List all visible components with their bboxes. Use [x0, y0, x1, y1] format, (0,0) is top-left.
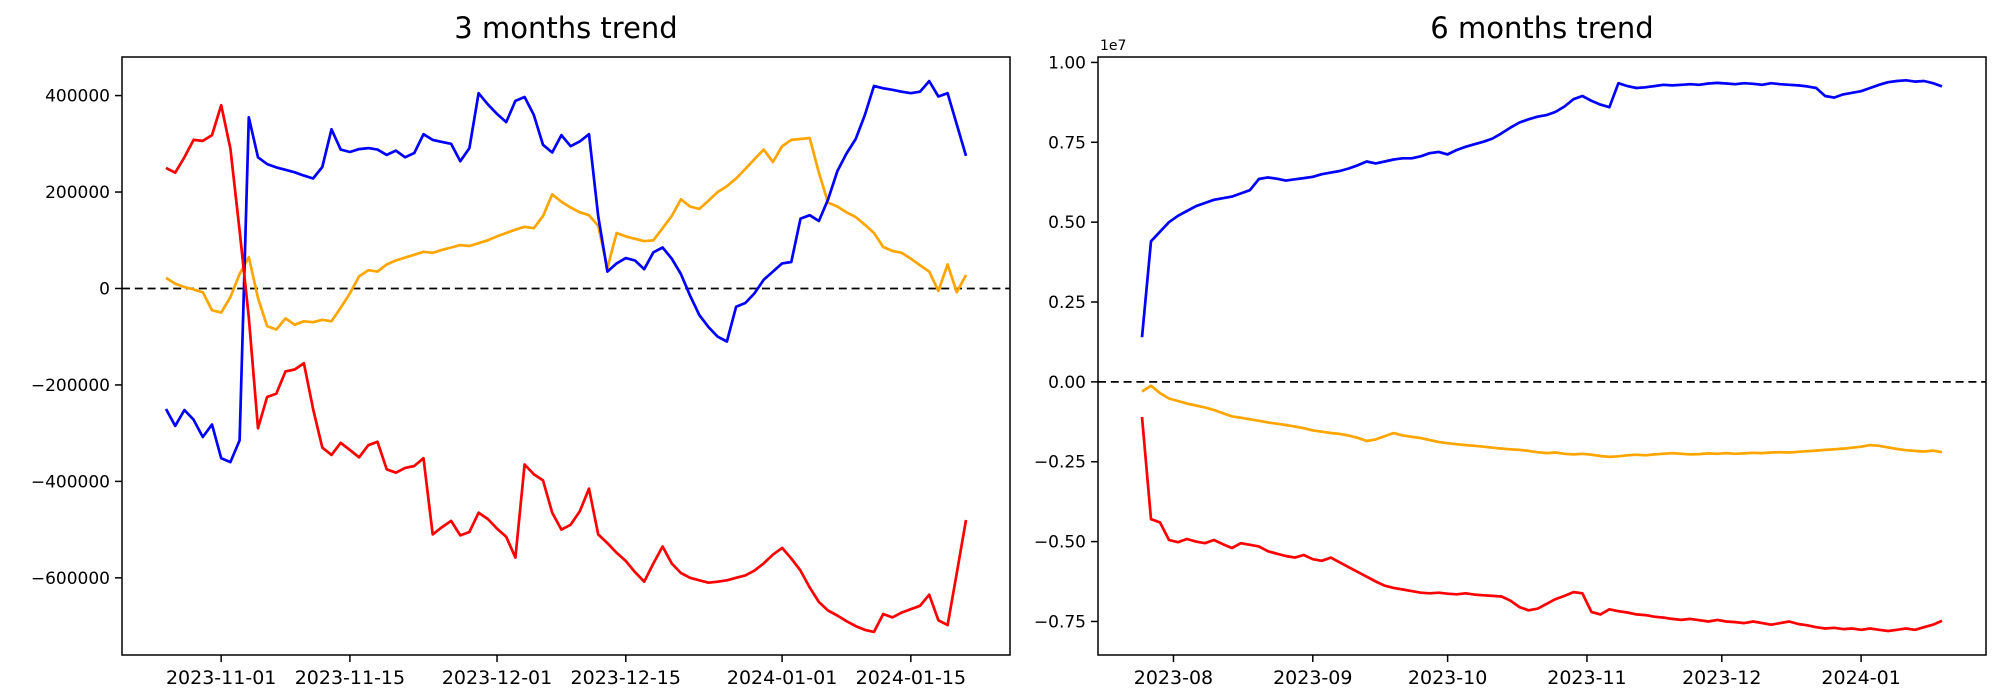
chart-title-6-months: 6 months trend	[1430, 11, 1654, 45]
red-series	[165, 103, 968, 634]
chart-1: 1.00 0.75 0.50 0.25 0.00 −0.25 −0.50 −0.75 2023-…	[1034, 38, 1987, 689]
red-series	[1140, 416, 1943, 633]
chart-title-3-months: 3 months trend	[454, 11, 678, 45]
x-tick-label: 2023-11-15	[295, 667, 405, 689]
y-tick-label: −200000	[31, 376, 110, 396]
y-tick-label: −0.25	[1034, 453, 1086, 473]
y-tick-label: −0.50	[1034, 533, 1086, 553]
y-tick-label: 1.00	[1048, 53, 1086, 73]
x-tick-label: 2023-08	[1134, 667, 1213, 689]
chart-0: 400000 200000 0 −200000 −400000 −600000 2023-1…	[31, 56, 1011, 689]
x-tick-label: 2023-12-01	[442, 667, 552, 689]
blue-series	[164, 79, 968, 464]
x-tick-label: 2023-11	[1547, 667, 1626, 689]
x-tick-label: 2023-11-01	[166, 667, 276, 689]
orange-series	[1141, 384, 1943, 459]
x-tick-label: 2024-01-01	[727, 667, 837, 689]
plot-border	[121, 56, 1011, 656]
x-tick-label: 2023-12-15	[571, 667, 681, 689]
y-tick-label: −600000	[31, 569, 110, 589]
y-tick-label: 0.75	[1048, 133, 1086, 153]
x-tick-label: 2024-01-15	[856, 667, 966, 689]
y-tick-label: 0.25	[1048, 293, 1086, 313]
orange-series	[165, 136, 968, 331]
x-tick-label: 2023-12	[1682, 667, 1761, 689]
x-tick-label: 2023-09	[1273, 667, 1352, 689]
y-tick-label: 0.50	[1048, 213, 1086, 233]
y-axis-offset-label: 1e7	[1100, 38, 1126, 54]
y-tick-label: 400000	[45, 87, 110, 107]
y-tick-label: 0	[99, 279, 110, 299]
x-tick-label: 2023-10	[1408, 667, 1487, 689]
y-tick-label: 0.00	[1048, 373, 1086, 393]
y-tick-label: −0.75	[1034, 612, 1086, 632]
y-tick-label: 200000	[45, 183, 110, 203]
plot-border	[1097, 56, 1987, 656]
x-tick-label: 2024-01	[1821, 667, 1900, 689]
y-tick-label: −400000	[31, 472, 110, 492]
blue-series	[1140, 78, 1943, 338]
